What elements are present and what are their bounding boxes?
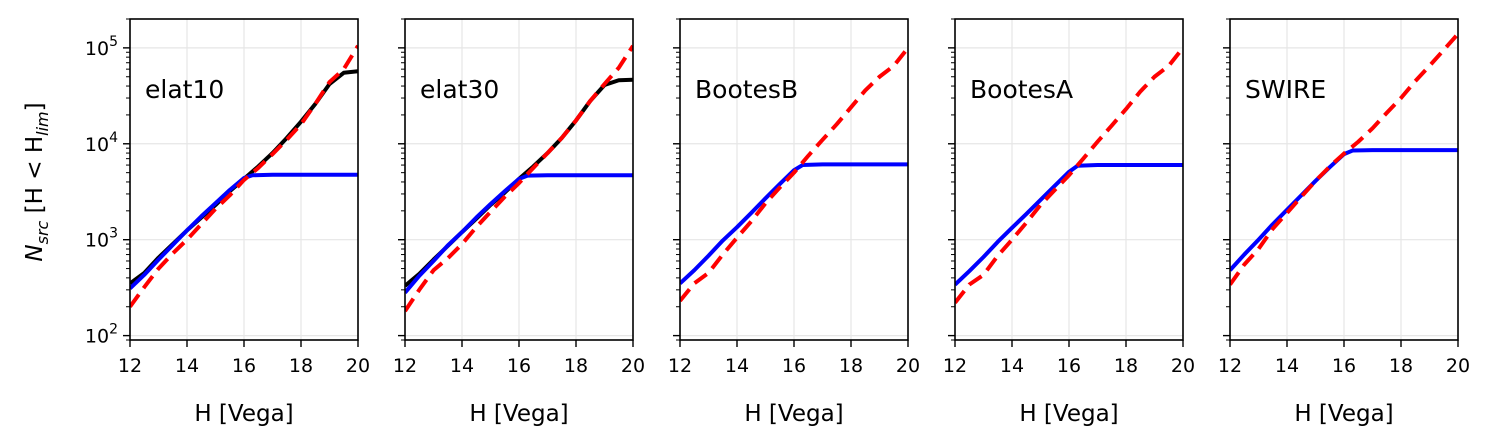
x-axis-label: H [Vega]: [1019, 401, 1118, 427]
x-tick-label: 18: [289, 355, 313, 377]
x-tick-label: 14: [450, 355, 474, 377]
x-tick-label: 14: [725, 355, 749, 377]
x-axis-label: H [Vega]: [194, 401, 293, 427]
x-tick-label: 14: [1275, 355, 1299, 377]
y-tick-label: 103: [85, 226, 118, 252]
series-line-blue-solid: [405, 173, 633, 295]
y-axis-label: Nsrc [H < Hlim]: [22, 102, 52, 261]
x-tick-label: 12: [1218, 355, 1242, 377]
panel-label: SWIRE: [1245, 75, 1326, 104]
y-tick-label: 105: [85, 34, 118, 60]
x-tick-label: 12: [943, 355, 967, 377]
panel-elat30: 12 14 16 18 20 elat30 H [Vega]: [393, 18, 645, 427]
series-line-red-dashed: [130, 44, 358, 308]
x-tick-label: 18: [564, 355, 588, 377]
x-tick-label: 16: [232, 355, 256, 377]
x-tick-label: 16: [507, 355, 531, 377]
x-tick-label: 12: [393, 355, 417, 377]
x-tick-label: 14: [175, 355, 199, 377]
y-tick-label: 102: [85, 322, 118, 348]
series-line-red-dashed: [955, 46, 1183, 305]
x-tick-label: 14: [1000, 355, 1024, 377]
panels: 12 14 16 18 20 102 103 104 105 elat10 H [Vega] 12 14…: [85, 18, 1470, 427]
x-axis-label: H [Vega]: [744, 401, 843, 427]
x-tick-label: 20: [1446, 355, 1470, 377]
y-tick-label: 104: [85, 130, 118, 156]
x-tick-label: 20: [346, 355, 370, 377]
series-line-blue-solid: [130, 172, 358, 290]
series-line-red-dashed: [405, 44, 633, 313]
x-tick-label: 12: [668, 355, 692, 377]
panel-label: BootesA: [970, 75, 1073, 104]
x-tick-label: 16: [1057, 355, 1081, 377]
series-line-blue-solid: [955, 163, 1183, 287]
panel-bootesb: 12 14 16 18 20 BootesB H [Vega]: [668, 18, 920, 427]
x-tick-label: 16: [782, 355, 806, 377]
x-axis-label: H [Vega]: [469, 401, 568, 427]
x-tick-label: 18: [1114, 355, 1138, 377]
x-tick-label: 18: [839, 355, 863, 377]
series-line-red-dashed: [680, 46, 908, 303]
panel-swire: 12 14 16 18 20 SWIRE H [Vega]: [1218, 18, 1470, 427]
x-tick-label: 12: [118, 355, 142, 377]
x-axis-label: H [Vega]: [1294, 401, 1393, 427]
panel-label: elat30: [420, 75, 499, 104]
panel-bootesa: 12 14 16 18 20 BootesA H [Vega]: [943, 18, 1195, 427]
x-tick-label: 20: [621, 355, 645, 377]
x-tick-label: 16: [1332, 355, 1356, 377]
panel-elat10: 12 14 16 18 20 102 103 104 105 elat10 H [Vega]: [85, 18, 370, 427]
series-line-blue-solid: [680, 162, 908, 285]
x-tick-label: 20: [896, 355, 920, 377]
panel-label: elat10: [145, 75, 224, 104]
x-tick-label: 20: [1171, 355, 1195, 377]
panel-label: BootesB: [695, 75, 798, 104]
x-tick-label: 18: [1389, 355, 1413, 377]
series-line-red-dashed: [1230, 32, 1458, 286]
